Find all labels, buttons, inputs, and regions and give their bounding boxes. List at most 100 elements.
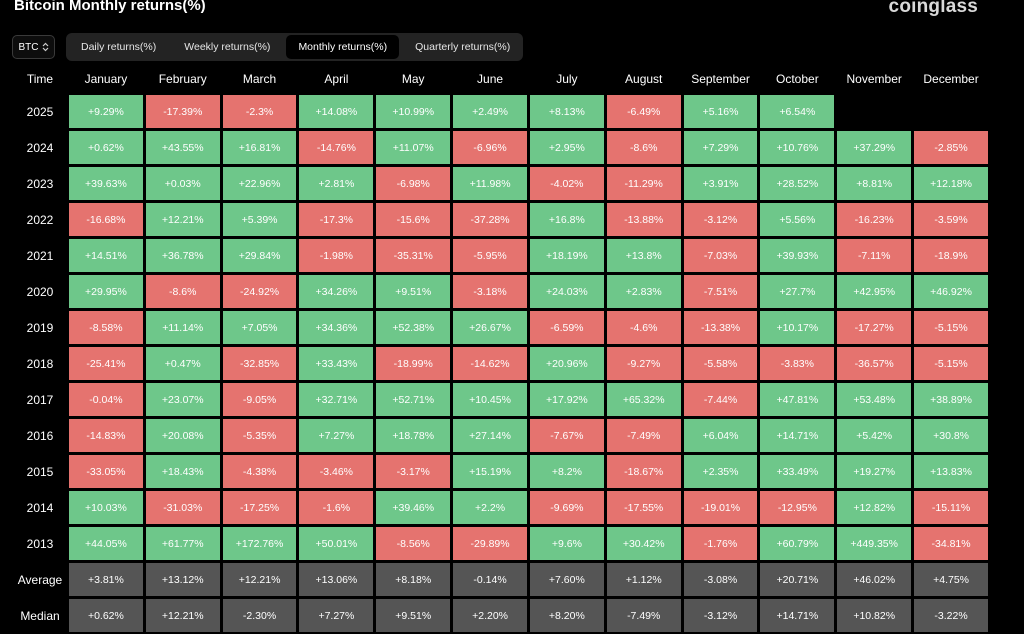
stat-cell: +14.71% xyxy=(759,598,836,633)
return-cell: +5.16% xyxy=(682,94,759,129)
return-cell: -37.28% xyxy=(452,202,528,237)
return-cell: +16.81% xyxy=(221,130,298,165)
return-cell: +53.48% xyxy=(836,382,913,417)
return-cell: +43.55% xyxy=(144,130,221,165)
return-cell: +9.29% xyxy=(68,94,144,129)
stat-cell: -3.08% xyxy=(682,562,759,597)
tab-daily-returns[interactable]: Daily returns(%) xyxy=(81,41,157,53)
return-cell: +7.29% xyxy=(682,130,759,165)
stat-cell: +10.82% xyxy=(836,598,913,633)
return-cell: +9.51% xyxy=(375,274,452,309)
brand-logo: coinglass xyxy=(888,0,978,17)
return-cell: -6.49% xyxy=(605,94,682,129)
return-cell: +30.8% xyxy=(913,418,989,453)
return-cell: +6.04% xyxy=(682,418,759,453)
return-cell: -33.05% xyxy=(68,454,144,489)
return-cell: +9.6% xyxy=(528,526,605,561)
return-cell: -4.38% xyxy=(221,454,298,489)
return-cell: +12.21% xyxy=(144,202,221,237)
column-header-month: July xyxy=(556,71,578,86)
monthly-returns-table: Time January February March April May June Jul… xyxy=(12,63,990,634)
return-cell: -25.41% xyxy=(68,346,144,381)
year-label: 2018 xyxy=(26,356,54,371)
return-cell: -24.92% xyxy=(221,274,298,309)
return-cell: +449.35% xyxy=(836,526,913,561)
return-cell: +10.99% xyxy=(375,94,452,129)
return-cell: +8.13% xyxy=(528,94,605,129)
return-cell: +20.08% xyxy=(144,418,221,453)
return-cell: -7.03% xyxy=(682,238,759,273)
return-cell: -6.98% xyxy=(375,166,452,201)
return-cell: +13.8% xyxy=(605,238,682,273)
return-cell: +5.42% xyxy=(836,418,913,453)
return-cell: +42.95% xyxy=(836,274,913,309)
return-cell: +20.96% xyxy=(528,346,605,381)
return-cell: -1.6% xyxy=(298,490,375,525)
return-cell: -6.96% xyxy=(452,130,528,165)
year-label: 2014 xyxy=(26,500,54,515)
return-cell: -8.6% xyxy=(144,274,221,309)
stat-cell: +20.71% xyxy=(759,562,836,597)
return-cell: -8.56% xyxy=(375,526,452,561)
year-row: 2021 +14.51% +36.78% +29.84% -1.98% -35.31% -5… xyxy=(13,238,989,273)
column-header-month: May xyxy=(401,71,425,86)
return-cell: +52.71% xyxy=(375,382,452,417)
return-cell: +33.49% xyxy=(759,454,836,489)
return-cell: -19.01% xyxy=(682,490,759,525)
return-cell: +28.52% xyxy=(759,166,836,201)
asset-select[interactable]: BTC xyxy=(12,35,55,59)
stat-cell: +9.51% xyxy=(375,598,452,633)
return-cell: +18.43% xyxy=(144,454,221,489)
stat-cell: +2.20% xyxy=(452,598,528,633)
asset-select-value: BTC xyxy=(18,41,39,53)
return-cell: +65.32% xyxy=(605,382,682,417)
return-cell: -7.67% xyxy=(528,418,605,453)
return-cell: -36.57% xyxy=(836,346,913,381)
tab-quarterly-returns[interactable]: Quarterly returns(%) xyxy=(415,41,511,53)
stat-cell: +46.02% xyxy=(836,562,913,597)
return-cell: +7.05% xyxy=(221,310,298,345)
stat-label: Average xyxy=(17,572,63,587)
return-cell: -7.51% xyxy=(682,274,759,309)
return-cell: +11.07% xyxy=(375,130,452,165)
return-cell: +5.56% xyxy=(759,202,836,237)
year-label: 2020 xyxy=(26,284,54,299)
return-cell: -8.58% xyxy=(68,310,144,345)
return-cell: +2.2% xyxy=(452,490,528,525)
stat-cell: -3.22% xyxy=(913,598,989,633)
year-row: 2023 +39.63% +0.03% +22.96% +2.81% -6.98% +11.… xyxy=(13,166,989,201)
return-cell: +50.01% xyxy=(298,526,375,561)
return-cell: +27.14% xyxy=(452,418,528,453)
year-row: 2015 -33.05% +18.43% -4.38% -3.46% -3.17% +15.… xyxy=(13,454,989,489)
return-cell: +26.67% xyxy=(452,310,528,345)
stat-cell: +0.62% xyxy=(68,598,144,633)
return-cell: -3.83% xyxy=(759,346,836,381)
tab-weekly-returns[interactable]: Weekly returns(%) xyxy=(184,41,271,53)
return-cell: -9.69% xyxy=(528,490,605,525)
year-label: 2016 xyxy=(26,428,54,443)
return-cell: +10.45% xyxy=(452,382,528,417)
stat-cell: +1.12% xyxy=(605,562,682,597)
year-label: 2021 xyxy=(26,248,54,263)
return-cell: -3.17% xyxy=(375,454,452,489)
year-row: 2024 +0.62% +43.55% +16.81% -14.76% +11.07% -6… xyxy=(13,130,989,165)
return-cell: +34.26% xyxy=(298,274,375,309)
return-cell: +0.47% xyxy=(144,346,221,381)
return-cell: -17.27% xyxy=(836,310,913,345)
return-cell: -14.76% xyxy=(298,130,375,165)
return-cell: +22.96% xyxy=(221,166,298,201)
return-cell: -13.88% xyxy=(605,202,682,237)
return-cell: -3.46% xyxy=(298,454,375,489)
year-row: 2016 -14.83% +20.08% -5.35% +7.27% +18.78% +27… xyxy=(13,418,989,453)
return-cell: -34.81% xyxy=(913,526,989,561)
year-label: 2017 xyxy=(26,392,54,407)
tab-monthly-returns[interactable]: Monthly returns(%) xyxy=(286,35,400,59)
stat-cell: +12.21% xyxy=(221,562,298,597)
year-row: 2013 +44.05% +61.77% +172.76% +50.01% -8.56% -… xyxy=(13,526,989,561)
return-cell: -2.3% xyxy=(221,94,298,129)
year-row: 2022 -16.68% +12.21% +5.39% -17.3% -15.6% -37.… xyxy=(13,202,989,237)
return-cell: +34.36% xyxy=(298,310,375,345)
return-cell: +18.78% xyxy=(375,418,452,453)
return-cell: -7.44% xyxy=(682,382,759,417)
year-label: 2019 xyxy=(26,320,54,335)
